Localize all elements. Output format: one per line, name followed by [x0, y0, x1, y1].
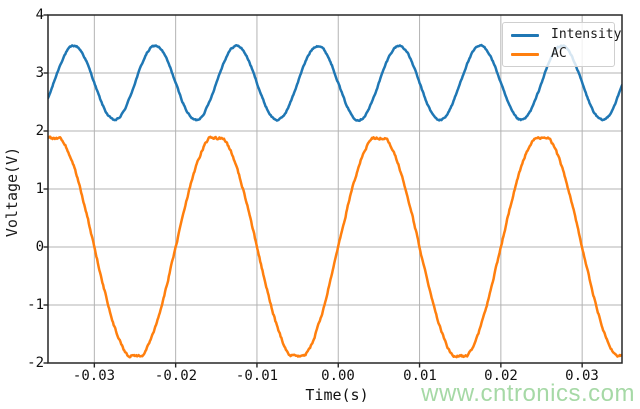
x-tick-label: -0.02 — [154, 368, 198, 384]
x-tick-label: 0.01 — [403, 368, 437, 384]
legend-line-sample-ac — [511, 52, 539, 56]
y-tick-label: 1 — [35, 181, 44, 197]
legend-label-ac: AC — [551, 46, 567, 61]
y-tick-label: -1 — [27, 297, 44, 313]
legend-line-sample-intensity — [511, 33, 539, 37]
legend-item-ac: AC — [511, 47, 606, 61]
y-axis-title-wrap: Voltage(V) — [3, 130, 21, 255]
x-tick-label: -0.01 — [235, 368, 279, 384]
x-axis-title: Time(s) — [305, 386, 369, 404]
x-tick-label: 0.03 — [565, 368, 599, 384]
x-tick-label: 0.02 — [484, 368, 518, 384]
legend-item-intensity: Intensity — [511, 28, 621, 42]
y-axis-title: Voltage(V) — [3, 146, 21, 238]
watermark: www.cntronics.com — [421, 380, 635, 407]
y-tick-label: -2 — [27, 355, 44, 371]
y-tick-label: 0 — [35, 239, 44, 255]
y-tick-label: 2 — [35, 123, 44, 139]
legend-label-intensity: Intensity — [551, 27, 622, 42]
y-tick-label: 4 — [35, 7, 44, 23]
y-tick-label: 3 — [35, 65, 44, 81]
x-tick-label: -0.03 — [72, 368, 116, 384]
x-tick-label: 0.00 — [321, 368, 355, 384]
legend: Intensity AC — [502, 22, 621, 67]
